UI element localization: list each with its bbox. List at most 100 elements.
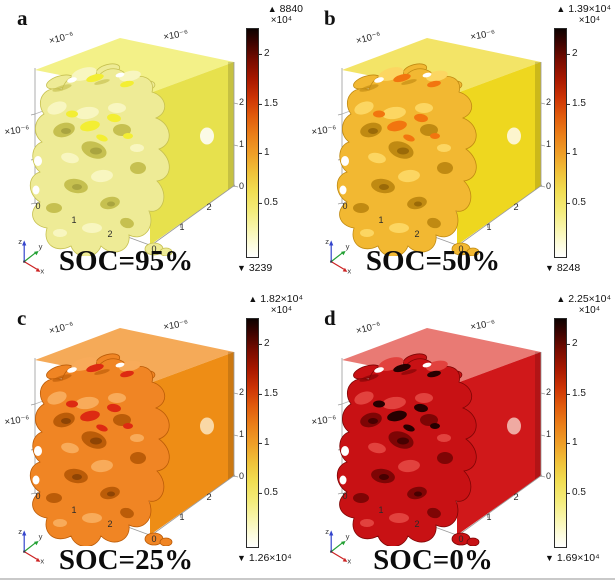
z-axis-exp-label: ×10⁻⁶ <box>4 124 30 138</box>
x-tick-label: 2 <box>414 229 419 239</box>
x-tick-label: 0 <box>35 201 40 211</box>
y-axis-exp-label: ×10⁻⁶ <box>163 318 190 333</box>
axis-triad-icon: z y x <box>325 527 351 566</box>
cube-side-face <box>457 352 541 535</box>
y-tick-label: 2 <box>513 202 518 212</box>
panel-a: a <box>0 0 307 290</box>
z-tick-label: 1 <box>546 429 551 439</box>
cube-side-face <box>457 62 541 245</box>
min-arrow-icon: ▼ <box>545 553 554 563</box>
colorbar-tick: 0.5 <box>258 196 278 208</box>
z-axis-exp-label: ×10⁻⁶ <box>311 124 337 138</box>
y-tick-label: 0 <box>151 534 156 544</box>
z-tick-label: 2 <box>239 387 244 397</box>
z-axis-exp-label: ×10⁻⁶ <box>4 414 30 428</box>
colorbar-tick: 2 <box>258 338 270 350</box>
accent-blobs <box>66 363 134 432</box>
z-tick-label: 2 <box>546 97 551 107</box>
y-tick-label: 2 <box>206 492 211 502</box>
colorbar-exponent: ×10⁴ <box>578 305 600 316</box>
axis-tick-labels: 0 1 2 0 1 2 0 1 2 <box>342 387 551 544</box>
colorbar-max: ▲ 1.82×10⁴ <box>248 293 303 305</box>
colorbar: ▲ 2.25×10⁴ ×10⁴ 2 1.5 1 0.5 ▼ 1.69×10⁴ <box>545 293 611 564</box>
axis-triad-icon: z y x <box>325 237 351 276</box>
axis-tick-labels: 0 1 2 0 1 2 0 1 2 <box>342 97 551 254</box>
axis-triad-icon: z y x <box>18 237 44 276</box>
triad-y-label: y <box>346 242 350 251</box>
colorbar-tick: 1.5 <box>258 97 278 109</box>
colorbar-tick: 1 <box>566 437 578 449</box>
y-tick-label: 0 <box>151 244 156 254</box>
pore-gaps <box>339 72 432 195</box>
max-arrow-icon: ▲ <box>556 294 566 304</box>
z-tick-label: 2 <box>546 387 551 397</box>
x-axis-exp-label: ×10⁻⁶ <box>48 30 75 47</box>
x-tick-label: 1 <box>378 505 383 515</box>
colorbar-tick: 0.5 <box>566 196 586 208</box>
soc-label: SOC=50% <box>365 245 501 277</box>
colorbar-tick: 2 <box>566 338 578 350</box>
cube-side-face <box>150 62 234 245</box>
triad-z-label: z <box>325 237 329 246</box>
panel-b: b <box>307 0 615 290</box>
y-tick-label: 1 <box>179 222 184 232</box>
porous-structure <box>336 63 480 256</box>
colorbar-max: ▲ 1.39×10⁴ <box>556 3 611 15</box>
pore-gaps <box>32 362 125 485</box>
cube-plot: 0 1 2 0 1 2 0 1 2 ×10⁻⁶ ×10⁻⁶ ×10⁻⁶ <box>311 28 551 256</box>
max-arrow-icon: ▲ <box>556 4 566 14</box>
triad-y-label: y <box>39 242 43 251</box>
colorbar-tick: 2 <box>566 48 578 60</box>
cube-edge-shade <box>535 352 541 480</box>
colorbar-tick: 1 <box>566 147 578 159</box>
x-axis-exp-label: ×10⁻⁶ <box>355 320 382 337</box>
z-tick-label: 1 <box>546 139 551 149</box>
triad-x-label: x <box>347 267 351 276</box>
colorbar-min: ▼ 1.69×10⁴ <box>545 552 600 564</box>
x-tick-label: 1 <box>378 215 383 225</box>
panel-letter: b <box>324 6 336 30</box>
colorbar-max: ▲ 8840 <box>267 3 303 15</box>
panel-letter: c <box>17 306 27 330</box>
y-tick-label: 2 <box>513 492 518 502</box>
triad-x-label: x <box>40 267 44 276</box>
colorbar-tick: 1.5 <box>566 387 586 399</box>
y-tick-label: 1 <box>486 222 491 232</box>
axis-exponent-labels: ×10⁻⁶ ×10⁻⁶ ×10⁻⁶ <box>4 28 189 138</box>
y-axis-exp-label: ×10⁻⁶ <box>163 28 190 43</box>
colorbar-gradient <box>246 28 259 258</box>
colorbar-tick: 2 <box>258 48 270 60</box>
y-axis-exp-label: ×10⁻⁶ <box>470 28 497 43</box>
z-tick-label: 1 <box>239 429 244 439</box>
triad-z-label: z <box>325 527 329 536</box>
colorbar-max: ▲ 2.25×10⁴ <box>556 293 611 305</box>
x-tick-label: 0 <box>342 201 347 211</box>
cube-plot: 0 1 2 0 1 2 0 1 2 ×10⁻⁶ ×10⁻⁶ ×10⁻⁶ <box>4 318 244 546</box>
colorbar-tick: 0.5 <box>566 486 586 498</box>
cube-edge-shade <box>228 352 234 480</box>
soc-label: SOC=0% <box>373 544 493 576</box>
triad-z-label: z <box>18 237 22 246</box>
min-arrow-icon: ▼ <box>237 263 246 273</box>
x-tick-label: 2 <box>107 229 112 239</box>
colorbar-gradient <box>554 28 567 258</box>
panel-letter: d <box>324 306 336 330</box>
accent-blobs <box>373 73 441 142</box>
colorbar-min: ▼ 8248 <box>545 262 581 274</box>
colorbar-tick: 1 <box>258 147 270 159</box>
colorbar-tick: 1.5 <box>566 97 586 109</box>
z-tick-label: 1 <box>239 139 244 149</box>
x-tick-label: 2 <box>414 519 419 529</box>
x-tick-label: 2 <box>107 519 112 529</box>
soc-label: SOC=95% <box>58 245 194 277</box>
colorbar-tick: 0.5 <box>258 486 278 498</box>
cube-plot: 0 1 2 0 1 2 0 1 2 ×10⁻⁶ ×10⁻⁶ ×10⁻⁶ <box>311 318 551 546</box>
porous-structure <box>336 353 480 546</box>
colorbar-tick: 1 <box>258 437 270 449</box>
panel-letter: a <box>17 6 28 30</box>
y-tick-label: 0 <box>458 534 463 544</box>
x-tick-label: 0 <box>342 491 347 501</box>
cube-edge-shade <box>228 62 234 190</box>
min-arrow-icon: ▼ <box>237 553 246 563</box>
accent-blobs <box>373 363 441 432</box>
